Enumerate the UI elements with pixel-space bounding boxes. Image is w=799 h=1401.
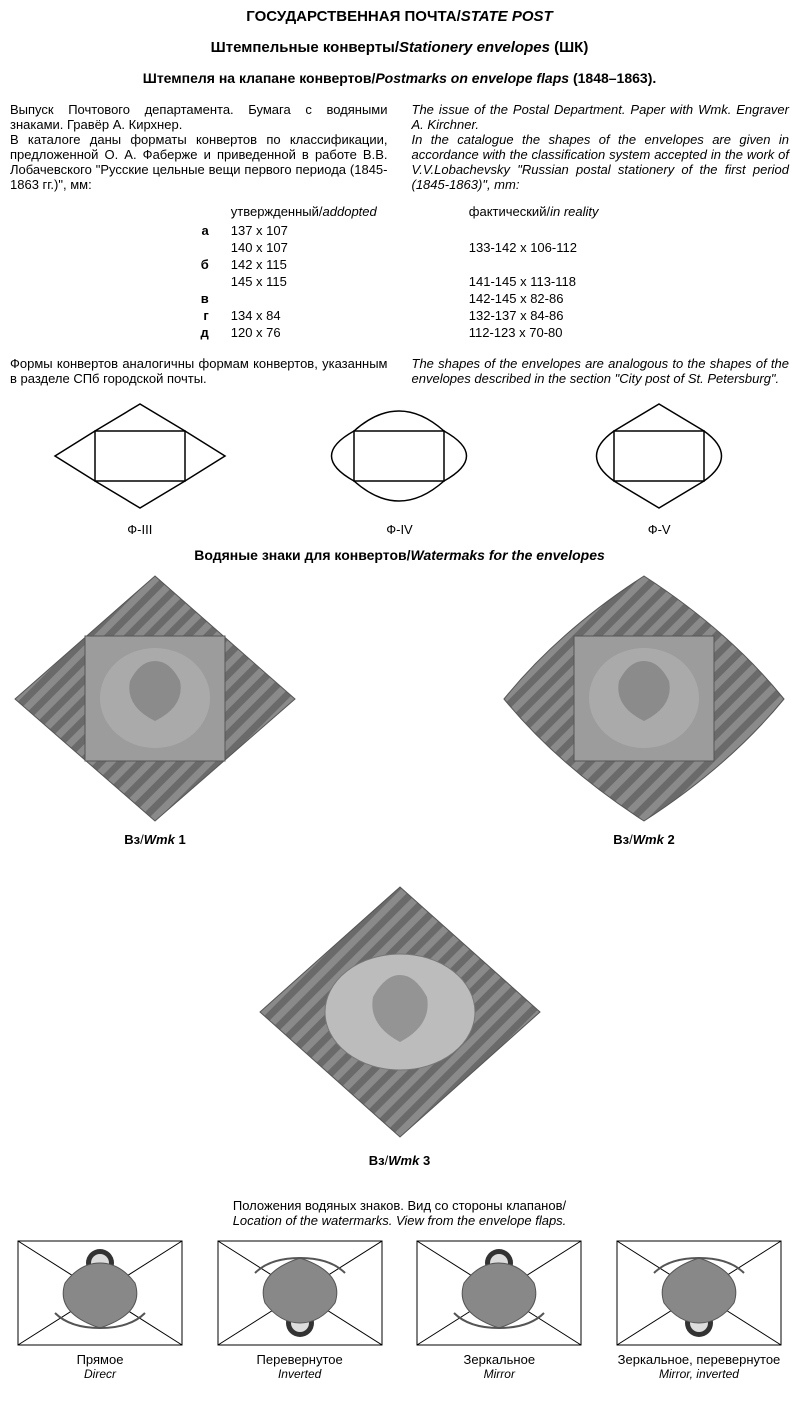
loc-mirror-inverted-ru: Зеркальное, перевернутое (609, 1352, 789, 1367)
size-label (190, 240, 218, 255)
shape-f3-svg (40, 396, 240, 516)
size-row: 145 x 115141-145 x 113-118 (190, 274, 608, 289)
size-row: д120 x 76112-123 x 70-80 (190, 325, 608, 340)
wmk-1-label: Вз/Wmk 1 (10, 832, 300, 847)
intro-ru: Выпуск Почтового департамента. Бумага с … (10, 102, 388, 192)
loc-inverted: Перевернутое Inverted (210, 1238, 390, 1381)
loc-inverted-en: Inverted (210, 1367, 390, 1381)
loc-direct-img (15, 1238, 185, 1348)
loc-title-ru: Положения водяных знаков. Вид со стороны… (10, 1198, 789, 1213)
approved-en: addopted (323, 204, 377, 219)
analog-block: Формы конвертов аналогичны формам конвер… (10, 356, 789, 386)
shape-f4-label: Ф-IV (299, 522, 499, 537)
size-label: в (190, 291, 218, 306)
actual-en: in reality (550, 204, 598, 219)
size-actual: 133-142 x 106-112 (389, 240, 609, 255)
size-approved (221, 291, 387, 306)
loc-direct: Прямое Direcr (10, 1238, 190, 1381)
size-row: 140 x 107133-142 x 106-112 (190, 240, 608, 255)
size-row: а137 x 107 (190, 223, 608, 238)
size-approved: 145 x 115 (221, 274, 387, 289)
wmk-1-img (10, 571, 300, 826)
size-actual (389, 223, 609, 238)
title-ru: ГОСУДАРСТВЕННАЯ ПОЧТА (246, 8, 456, 25)
shape-f3: Ф-III (40, 396, 240, 537)
loc-mirror-ru: Зеркальное (409, 1352, 589, 1367)
size-approved: 140 x 107 (221, 240, 387, 255)
loc-mirror-inverted: Зеркальное, перевернутое Mirror, inverte… (609, 1238, 789, 1381)
wmk-title-ru: Водяные знаки для конвертов (194, 547, 406, 563)
size-label: д (190, 325, 218, 340)
loc-title-en: Location of the watermarks. View from th… (10, 1213, 789, 1228)
shape-f5-label: Ф-V (559, 522, 759, 537)
size-actual (389, 257, 609, 272)
title-en: STATE POST (461, 8, 553, 25)
analog-en: The shapes of the envelopes are analogou… (412, 356, 790, 386)
loc-inverted-img (215, 1238, 385, 1348)
intro-ru1: Выпуск Почтового департамента. Бумага с … (10, 102, 388, 132)
actual-ru: фактический (469, 204, 547, 219)
wmk-3: Вз/Wmk 3 (255, 847, 545, 1168)
size-approved: 120 x 76 (221, 325, 387, 340)
shape-f5-svg (559, 396, 759, 516)
wmk-1: Вз/Wmk 1 (10, 571, 300, 847)
size-row: г134 x 84132-137 x 84-86 (190, 308, 608, 323)
analog-ru: Формы конвертов аналогичны формам конвер… (10, 356, 388, 386)
shape-f4: Ф-IV (299, 396, 499, 537)
size-approved: 134 x 84 (221, 308, 387, 323)
size-label: а (190, 223, 218, 238)
loc-mirror-inverted-img (614, 1238, 784, 1348)
subtitle-ru: Штемпельные конверты (211, 39, 395, 56)
shape-f5: Ф-V (559, 396, 759, 537)
loc-mirror-inverted-en: Mirror, inverted (609, 1367, 789, 1381)
approved-ru: утвержденный (231, 204, 319, 219)
loc-mirror: Зеркальное Mirror (409, 1238, 589, 1381)
size-row: б142 x 115 (190, 257, 608, 272)
intro-en2: In the catalogue the shapes of the envel… (412, 132, 790, 192)
page-title: ГОСУДАРСТВЕННАЯ ПОЧТА/STATE POST (10, 8, 789, 25)
subtitle: Штемпельные конверты/Stationery envelope… (10, 39, 789, 56)
loc-inverted-ru: Перевернутое (210, 1352, 390, 1367)
size-actual: 142-145 x 82-86 (389, 291, 609, 306)
size-label: б (190, 257, 218, 272)
size-approved: 137 x 107 (221, 223, 387, 238)
wmk-2-img (499, 571, 789, 826)
size-actual: 141-145 x 113-118 (389, 274, 609, 289)
size-table: утвержденный/addopted фактический/in rea… (188, 202, 610, 342)
intro-ru2: В каталоге даны форматы конвертов по кла… (10, 132, 388, 192)
shapes-row: Ф-III Ф-IV Ф-V (10, 396, 789, 537)
intro-en1: The issue of the Postal Department. Pape… (412, 102, 790, 132)
wmk-2-label: Вз/Wmk 2 (499, 832, 789, 847)
size-actual: 112-123 x 70-80 (389, 325, 609, 340)
size-label: г (190, 308, 218, 323)
sub2: Штемпеля на клапане конвертов/Postmarks … (10, 70, 789, 86)
wmk-2: Вз/Wmk 2 (499, 571, 789, 847)
loc-title: Положения водяных знаков. Вид со стороны… (10, 1198, 789, 1228)
size-row: в 142-145 x 82-86 (190, 291, 608, 306)
wmk-3-label: Вз/Wmk 3 (255, 1153, 545, 1168)
size-approved: 142 x 115 (221, 257, 387, 272)
loc-mirror-img (414, 1238, 584, 1348)
size-label (190, 274, 218, 289)
intro-en: The issue of the Postal Department. Pape… (412, 102, 790, 192)
sub2-en: Postmarks on envelope flaps (375, 70, 569, 86)
subtitle-code: (ШК) (554, 39, 588, 56)
wmk-title-en: Watermaks for the envelopes (411, 547, 605, 563)
wmk-title: Водяные знаки для конвертов/Watermaks fo… (10, 547, 789, 563)
wmk-row: Вз/Wmk 1 Вз/Wmk 3 (10, 571, 789, 1168)
sub2-ru: Штемпеля на клапане конвертов (143, 70, 372, 86)
loc-mirror-en: Mirror (409, 1367, 589, 1381)
loc-row: Прямое Direcr Перевернутое Inverted (10, 1238, 789, 1381)
size-header: утвержденный/addopted фактический/in rea… (190, 204, 608, 221)
subtitle-en: Stationery envelopes (399, 39, 550, 56)
intro-block: Выпуск Почтового департамента. Бумага с … (10, 102, 789, 192)
loc-direct-ru: Прямое (10, 1352, 190, 1367)
sub2-years: (1848–1863). (573, 70, 656, 86)
wmk-3-img (255, 847, 545, 1147)
size-actual: 132-137 x 84-86 (389, 308, 609, 323)
shape-f4-svg (299, 396, 499, 516)
loc-direct-en: Direcr (10, 1367, 190, 1381)
shape-f3-label: Ф-III (40, 522, 240, 537)
